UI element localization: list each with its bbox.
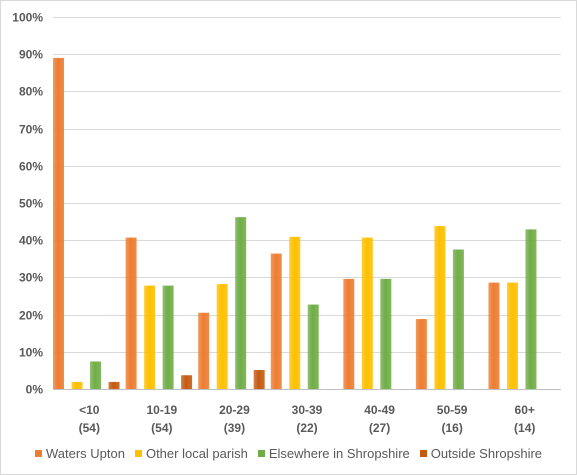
legend-label: Elsewhere in Shropshire xyxy=(268,446,410,461)
bar-elsewhere-in-shropshire xyxy=(380,278,392,389)
legend-swatch xyxy=(134,450,142,457)
bar-chart: 0% 10% 20% 30% 40% 50% 60% 70% 80% 90% 100% <10 (54)… xyxy=(12,11,561,435)
x-tick-sublabel: (54) xyxy=(79,421,100,435)
y-tick-label: 0% xyxy=(26,383,44,397)
bar-waters-upton xyxy=(125,237,137,389)
bar-elsewhere-in-shropshire xyxy=(307,304,319,389)
x-tick-label: <10 xyxy=(79,403,100,417)
bar-elsewhere-in-shropshire xyxy=(452,249,464,389)
x-tick-label: 10-19 xyxy=(147,403,178,417)
bar-elsewhere-in-shropshire xyxy=(525,229,537,389)
legend-item: Outside Shropshire xyxy=(419,446,543,461)
legend-label: Outside Shropshire xyxy=(430,446,543,461)
bar-other-local-parish xyxy=(216,284,228,389)
y-tick-label: 90% xyxy=(19,48,43,62)
y-tick-label: 70% xyxy=(19,123,43,137)
bar-other-local-parish xyxy=(71,381,83,389)
y-tick-label: 60% xyxy=(19,160,43,174)
bar-other-local-parish xyxy=(506,282,518,389)
x-tick-sublabel: (22) xyxy=(296,421,317,435)
bar-other-local-parish xyxy=(434,226,446,389)
legend-swatch xyxy=(34,450,42,457)
chart-legend: Waters Upton Other local parish Elsewhere … xyxy=(0,446,577,461)
bar-waters-upton xyxy=(198,312,210,389)
bar-waters-upton xyxy=(270,253,282,389)
legend-label: Waters Upton xyxy=(45,446,125,461)
legend-item: Waters Upton xyxy=(34,446,125,461)
bar-waters-upton xyxy=(415,319,427,389)
x-tick-label: 50-59 xyxy=(437,403,468,417)
bar-elsewhere-in-shropshire xyxy=(162,285,174,389)
x-tick-label: 60+ xyxy=(515,403,535,417)
bar-waters-upton xyxy=(488,282,500,389)
legend-item: Elsewhere in Shropshire xyxy=(257,446,410,461)
x-tick-sublabel: (14) xyxy=(514,421,535,435)
y-tick-label: 100% xyxy=(12,11,43,25)
y-tick-label: 50% xyxy=(19,197,43,211)
x-tick-label: 20-29 xyxy=(219,403,250,417)
y-tick-label: 30% xyxy=(19,271,43,285)
bar-outside-shropshire xyxy=(253,370,265,389)
x-tick-label: 40-49 xyxy=(364,403,395,417)
bar-other-local-parish xyxy=(144,285,156,389)
bar-waters-upton xyxy=(343,278,355,389)
bar-other-local-parish xyxy=(361,237,373,389)
legend-swatch xyxy=(257,450,265,457)
legend-label: Other local parish xyxy=(145,446,248,461)
x-tick-label: 30-39 xyxy=(292,403,323,417)
x-tick-sublabel: (39) xyxy=(224,421,245,435)
bar-outside-shropshire xyxy=(181,375,193,389)
x-tick-sublabel: (54) xyxy=(151,421,172,435)
legend-swatch xyxy=(419,450,427,457)
bar-outside-shropshire xyxy=(108,381,120,389)
bar-elsewhere-in-shropshire xyxy=(235,217,247,389)
bar-other-local-parish xyxy=(289,236,301,389)
y-tick-label: 80% xyxy=(19,85,43,99)
y-tick-label: 10% xyxy=(19,346,43,360)
y-tick-label: 20% xyxy=(19,309,43,323)
legend-item: Other local parish xyxy=(134,446,248,461)
x-tick-sublabel: (16) xyxy=(441,421,462,435)
bar-elsewhere-in-shropshire xyxy=(90,361,102,389)
y-tick-label: 40% xyxy=(19,234,43,248)
bar-waters-upton xyxy=(53,57,65,390)
x-tick-sublabel: (27) xyxy=(369,421,390,435)
